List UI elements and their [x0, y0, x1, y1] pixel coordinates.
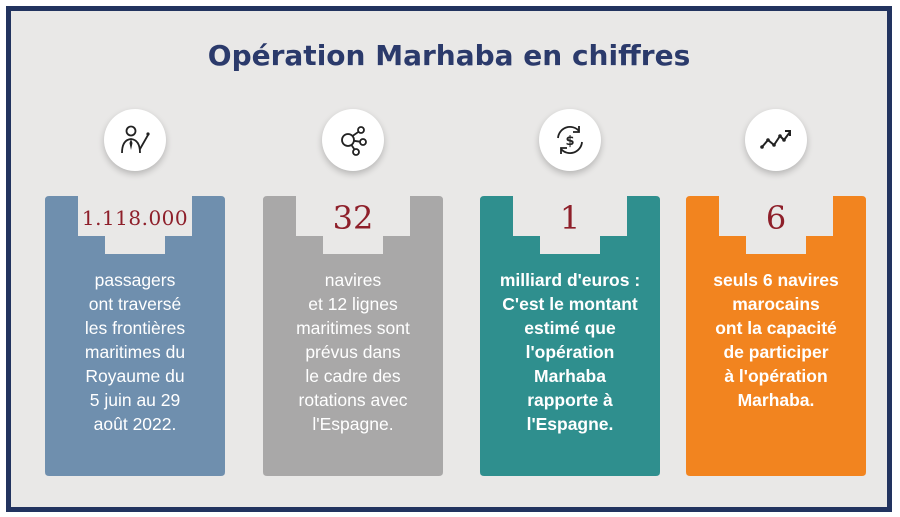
icon-circle: $: [539, 109, 601, 171]
stat-column-revenue: $ 1 milliard d'euros : C'est le montant …: [480, 11, 660, 507]
stat-description: navires et 12 lignes maritimes sont prév…: [296, 270, 410, 434]
stat-number: 32: [332, 199, 374, 237]
icon-circle: [745, 109, 807, 171]
stat-column-ships: 32 navires et 12 lignes maritimes sont p…: [263, 11, 443, 507]
stat-card-passengers: 1.118.000 passagers ont traversé les fro…: [45, 196, 225, 476]
stat-column-moroccan-ships: 6 seuls 6 navires marocains ont la capac…: [686, 11, 866, 507]
card-background: [686, 196, 866, 476]
trend-line-icon: [760, 130, 791, 149]
currency-exchange-icon: $: [557, 126, 583, 154]
stat-description: milliard d'euros : C'est le montant esti…: [499, 270, 641, 434]
page-title: Opération Marhaba en chiffres: [207, 39, 691, 72]
card-background: [263, 196, 443, 476]
icon-circle: [104, 109, 166, 171]
stat-number: 1: [559, 199, 581, 237]
card-background: [45, 196, 225, 476]
card-shape: [45, 196, 225, 476]
stat-card-ships: 32 navires et 12 lignes maritimes sont p…: [263, 196, 443, 476]
card-shape: [686, 196, 866, 476]
stat-card-moroccan-ships: 6 seuls 6 navires marocains ont la capac…: [686, 196, 866, 476]
card-background: [480, 196, 660, 476]
svg-text:$: $: [565, 134, 574, 149]
stat-number: 6: [765, 199, 787, 237]
stat-column-passengers: 1.118.000 passagers ont traversé les fro…: [45, 11, 225, 507]
stat-description: passagers ont traversé les frontières ma…: [84, 270, 186, 434]
card-shape: [480, 196, 660, 476]
person-tie-icon: [121, 125, 150, 154]
card-shape: [263, 196, 443, 476]
network-nodes-icon: [341, 126, 367, 156]
stat-card-revenue: 1 milliard d'euros : C'est le montant es…: [480, 196, 660, 476]
stat-description: seuls 6 navires marocains ont la capacit…: [713, 270, 839, 410]
infographic-frame: Opération Marhaba en chiffres 1.118.000 …: [6, 6, 892, 512]
stat-number: 1.118.000: [81, 206, 189, 230]
icon-circle: [322, 109, 384, 171]
